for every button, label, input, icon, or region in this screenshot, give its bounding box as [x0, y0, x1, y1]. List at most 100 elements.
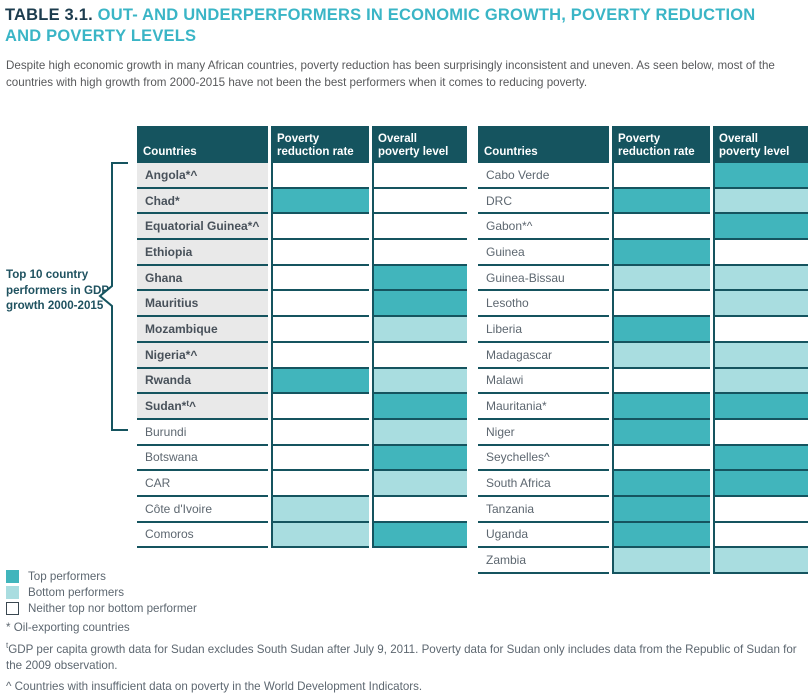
overall-poverty-level-cell: [713, 214, 808, 241]
poverty-reduction-rate-cell: [271, 188, 369, 215]
poverty-reduction-rate-cell: [271, 317, 369, 343]
column-header-countries: Countries: [137, 126, 268, 163]
poverty-reduction-rate-cell: [612, 163, 710, 189]
country-cell: Guinea-Bissau: [478, 265, 609, 292]
country-cell: Guinea: [478, 240, 609, 266]
overall-poverty-level-cell: [713, 188, 808, 215]
legend-label: Top performers: [28, 569, 106, 583]
poverty-reduction-rate-cell: [271, 419, 369, 446]
poverty-reduction-rate-cell: [612, 496, 710, 523]
poverty-reduction-rate-cell: [612, 342, 710, 369]
poverty-reduction-rate-cell: [612, 240, 710, 266]
poverty-reduction-rate-cell: [271, 471, 369, 497]
overall-poverty-level-cell: [713, 342, 808, 369]
country-cell: CAR: [137, 471, 268, 497]
overall-poverty-level-cell: [372, 291, 467, 318]
country-cell: Uganda: [478, 522, 609, 549]
column-header-countries: Countries: [478, 126, 609, 163]
country-cell: Ethiopia: [137, 240, 268, 266]
overall-poverty-level-cell: [713, 291, 808, 318]
country-cell: Rwanda: [137, 368, 268, 395]
country-cell: South Africa: [478, 471, 609, 497]
poverty-reduction-rate-cell: [271, 265, 369, 292]
overall-poverty-level-cell: [713, 368, 808, 395]
country-cell: Liberia: [478, 317, 609, 343]
country-cell: Nigeria*^: [137, 342, 268, 369]
overall-poverty-level-cell: [372, 522, 467, 549]
overall-poverty-level-cell: [713, 445, 808, 472]
overall-poverty-level-cell: [372, 496, 467, 523]
overall-poverty-level-cell: [713, 522, 808, 549]
poverty-reduction-rate-cell: [271, 496, 369, 523]
left-performance-table: Countries Poverty reduction rate Overall…: [137, 126, 467, 549]
overall-poverty-level-cell: [372, 214, 467, 241]
poverty-reduction-rate-cell: [271, 240, 369, 266]
overall-poverty-level-cell: [372, 317, 467, 343]
poverty-reduction-rate-cell: [271, 522, 369, 549]
country-cell: Madagascar: [478, 342, 609, 369]
country-cell: Gabon*^: [478, 214, 609, 241]
country-cell: Botswana: [137, 445, 268, 472]
overall-poverty-level-cell: [372, 368, 467, 395]
country-cell: Angola*^: [137, 163, 268, 189]
top10-bracket: [98, 162, 128, 431]
legend: Top performers Bottom performers Neither…: [6, 569, 197, 615]
country-cell: Malawi: [478, 368, 609, 395]
poverty-reduction-rate-cell: [271, 445, 369, 472]
insufficient-data-footnote: ^ Countries with insufficient data on po…: [6, 680, 423, 693]
poverty-reduction-rate-cell: [612, 368, 710, 395]
bottom-performer-swatch-icon: [6, 585, 19, 599]
right-performance-table: Countries Poverty reduction rate Overall…: [478, 126, 808, 574]
country-cell: Comoros: [137, 522, 268, 549]
country-cell: Chad*: [137, 188, 268, 215]
legend-label: Bottom performers: [28, 585, 124, 599]
poverty-reduction-rate-cell: [612, 471, 710, 497]
overall-poverty-level-cell: [713, 265, 808, 292]
poverty-reduction-rate-cell: [612, 445, 710, 472]
overall-poverty-level-cell: [372, 471, 467, 497]
top10-annotation-label: Top 10 country performers in GDP growth …: [6, 268, 109, 313]
poverty-reduction-rate-cell: [612, 265, 710, 292]
overall-poverty-level-cell: [713, 240, 808, 266]
sudan-footnote: tGDP per capita growth data for Sudan ex…: [6, 640, 804, 674]
table-title-text: OUT- AND UNDERPERFORMERS IN ECONOMIC GRO…: [5, 6, 756, 45]
footnote-marker-t: t: [6, 641, 9, 650]
poverty-reduction-rate-cell: [271, 163, 369, 189]
poverty-reduction-rate-cell: [612, 522, 710, 549]
column-header-overall-poverty-level: Overall poverty level: [713, 126, 808, 163]
poverty-reduction-rate-cell: [271, 291, 369, 318]
overall-poverty-level-cell: [372, 342, 467, 369]
poverty-reduction-rate-cell: [612, 548, 710, 574]
country-cell: DRC: [478, 188, 609, 215]
country-cell: Equatorial Guinea*^: [137, 214, 268, 241]
country-cell: Cabo Verde: [478, 163, 609, 189]
poverty-reduction-rate-cell: [271, 214, 369, 241]
country-cell: Ghana: [137, 265, 268, 292]
overall-poverty-level-cell: [713, 394, 808, 420]
poverty-reduction-rate-cell: [271, 368, 369, 395]
poverty-reduction-rate-cell: [271, 342, 369, 369]
poverty-reduction-rate-cell: [612, 188, 710, 215]
overall-poverty-level-cell: [713, 496, 808, 523]
overall-poverty-level-cell: [372, 265, 467, 292]
overall-poverty-level-cell: [372, 240, 467, 266]
table-number: TABLE 3.1.: [5, 6, 93, 24]
country-cell: Zambia: [478, 548, 609, 574]
legend-item-top: Top performers: [6, 569, 197, 583]
column-header-poverty-reduction-rate: Poverty reduction rate: [271, 126, 369, 163]
poverty-reduction-rate-cell: [271, 394, 369, 420]
poverty-reduction-rate-cell: [612, 419, 710, 446]
overall-poverty-level-cell: [713, 419, 808, 446]
column-header-poverty-reduction-rate: Poverty reduction rate: [612, 126, 710, 163]
country-cell: Mozambique: [137, 317, 268, 343]
country-cell: Mauritania*: [478, 394, 609, 420]
overall-poverty-level-cell: [713, 548, 808, 574]
overall-poverty-level-cell: [713, 471, 808, 497]
overall-poverty-level-cell: [372, 188, 467, 215]
poverty-reduction-rate-cell: [612, 394, 710, 420]
legend-label: Neither top nor bottom performer: [28, 601, 197, 615]
country-cell: Seychelles^: [478, 445, 609, 472]
country-cell: Sudan* t ^: [137, 394, 268, 420]
country-cell: Lesotho: [478, 291, 609, 318]
